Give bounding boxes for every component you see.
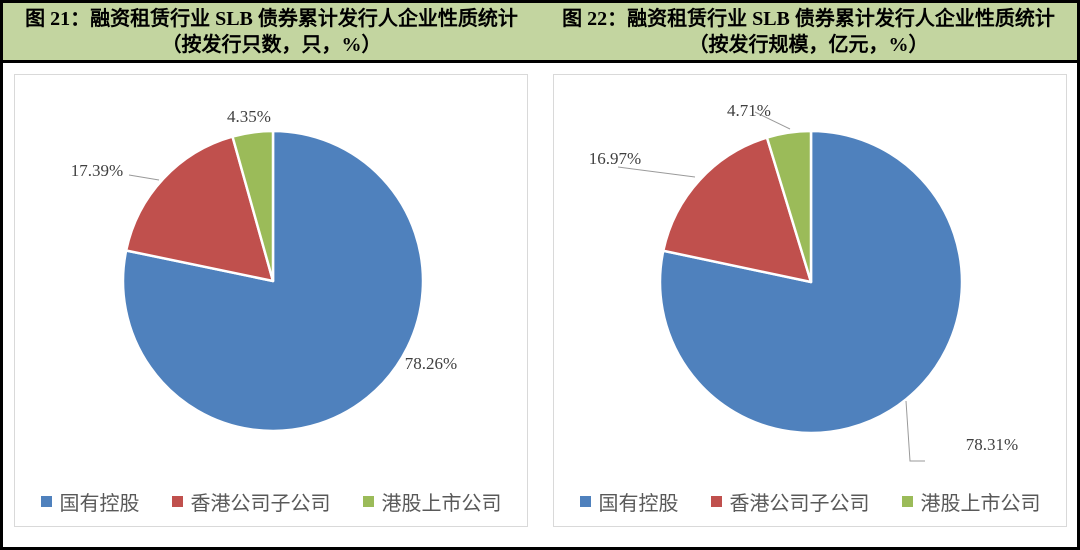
pie-slices xyxy=(658,129,964,435)
pie-chart-by-issue-count xyxy=(121,129,425,433)
pie-slice-2 xyxy=(231,129,275,283)
legend-label-state-owned: 国有控股 xyxy=(598,493,679,515)
charts-area: 78.26% 17.39% 4.35% 国有控股 香港公司子公司 港股上市公司 xyxy=(3,63,1077,547)
legend-swatch-hk-listed xyxy=(362,496,374,507)
label-hk-listed-pct: 4.71% xyxy=(727,101,771,120)
label-hk-subsidiary-pct: 16.97% xyxy=(588,149,642,168)
figure-title-bar: 图 21：融资租赁行业 SLB 债券累计发行人企业性质统计（按发行只数，只，%）… xyxy=(3,3,1077,63)
figure-22-title: 图 22：融资租赁行业 SLB 债券累计发行人企业性质统计（按发行规模，亿元，%… xyxy=(562,7,1055,56)
pie-slice-0 xyxy=(658,129,964,435)
legend-item-hk-listed: 港股上市公司 xyxy=(362,487,502,516)
label-leader-lines xyxy=(617,111,925,462)
label-leader-lines xyxy=(128,174,160,181)
label-state-owned-pct: 78.26% xyxy=(404,354,458,373)
figure-21-title: 图 21：融资租赁行业 SLB 债券累计发行人企业性质统计（按发行只数，只，%） xyxy=(25,7,518,56)
legend-swatch-hk-listed xyxy=(901,496,913,507)
legend-label-hk-listed: 港股上市公司 xyxy=(920,493,1041,515)
legend-swatch-hk-subsidiary xyxy=(710,496,722,507)
label-hk-subsidiary-pct: 17.39% xyxy=(70,161,124,180)
legend-swatch-state-owned xyxy=(579,496,591,507)
pie-slice-0 xyxy=(121,129,425,433)
legend-label-hk-subsidiary: 香港公司子公司 xyxy=(190,493,331,515)
pie-slice-2 xyxy=(765,129,813,284)
legend-item-state-owned: 国有控股 xyxy=(579,487,679,516)
legend-swatch-state-owned xyxy=(40,496,52,507)
label-hk-listed-pct: 4.35% xyxy=(227,107,271,126)
pie-slices xyxy=(121,129,425,433)
legend-item-hk-listed: 港股上市公司 xyxy=(901,487,1041,516)
legend-item-hk-subsidiary: 香港公司子公司 xyxy=(171,487,331,516)
legend-fig21: 国有控股 香港公司子公司 港股上市公司 xyxy=(15,487,527,516)
pie-slice-1 xyxy=(662,136,813,284)
legend-item-hk-subsidiary: 香港公司子公司 xyxy=(710,487,870,516)
chart-panel-fig22: 78.31% 16.97% 4.71% 国有控股 香港公司子公司 港股上市公司 xyxy=(553,74,1067,527)
legend-label-state-owned: 国有控股 xyxy=(59,493,140,515)
legend-item-state-owned: 国有控股 xyxy=(40,487,140,516)
label-state-owned-pct: 78.31% xyxy=(965,435,1019,454)
legend-label-hk-subsidiary: 香港公司子公司 xyxy=(729,493,870,515)
pie-chart-by-issue-size xyxy=(617,111,964,462)
legend-label-hk-listed: 港股上市公司 xyxy=(381,493,502,515)
legend-swatch-hk-subsidiary xyxy=(171,496,183,507)
chart-panel-fig21: 78.26% 17.39% 4.35% 国有控股 香港公司子公司 港股上市公司 xyxy=(14,74,528,527)
legend-fig22: 国有控股 香港公司子公司 港股上市公司 xyxy=(554,487,1066,516)
pie-slice-1 xyxy=(124,135,275,283)
